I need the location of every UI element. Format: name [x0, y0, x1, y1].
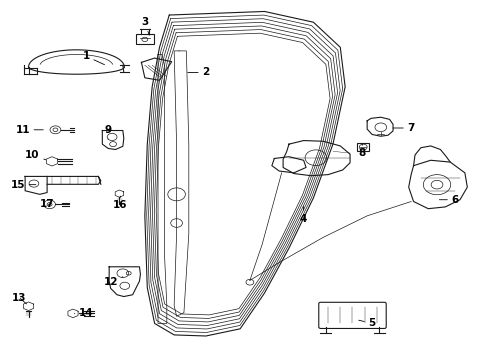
Text: 16: 16 — [113, 196, 128, 210]
Text: 1: 1 — [83, 51, 104, 65]
Text: 2: 2 — [188, 67, 210, 77]
Text: 6: 6 — [440, 195, 459, 205]
Text: 13: 13 — [12, 293, 26, 304]
Text: 15: 15 — [11, 180, 36, 190]
Text: 11: 11 — [15, 125, 43, 135]
Text: 17: 17 — [40, 199, 54, 210]
Text: 14: 14 — [74, 309, 94, 318]
Text: 4: 4 — [300, 207, 307, 224]
Text: 7: 7 — [393, 123, 415, 133]
Text: 10: 10 — [25, 150, 46, 160]
Text: 8: 8 — [359, 144, 366, 158]
Bar — [136, 34, 154, 44]
Bar — [357, 143, 369, 150]
Text: 5: 5 — [359, 319, 376, 328]
Text: 3: 3 — [141, 17, 149, 35]
Text: 12: 12 — [103, 277, 123, 287]
Text: 9: 9 — [105, 125, 112, 139]
